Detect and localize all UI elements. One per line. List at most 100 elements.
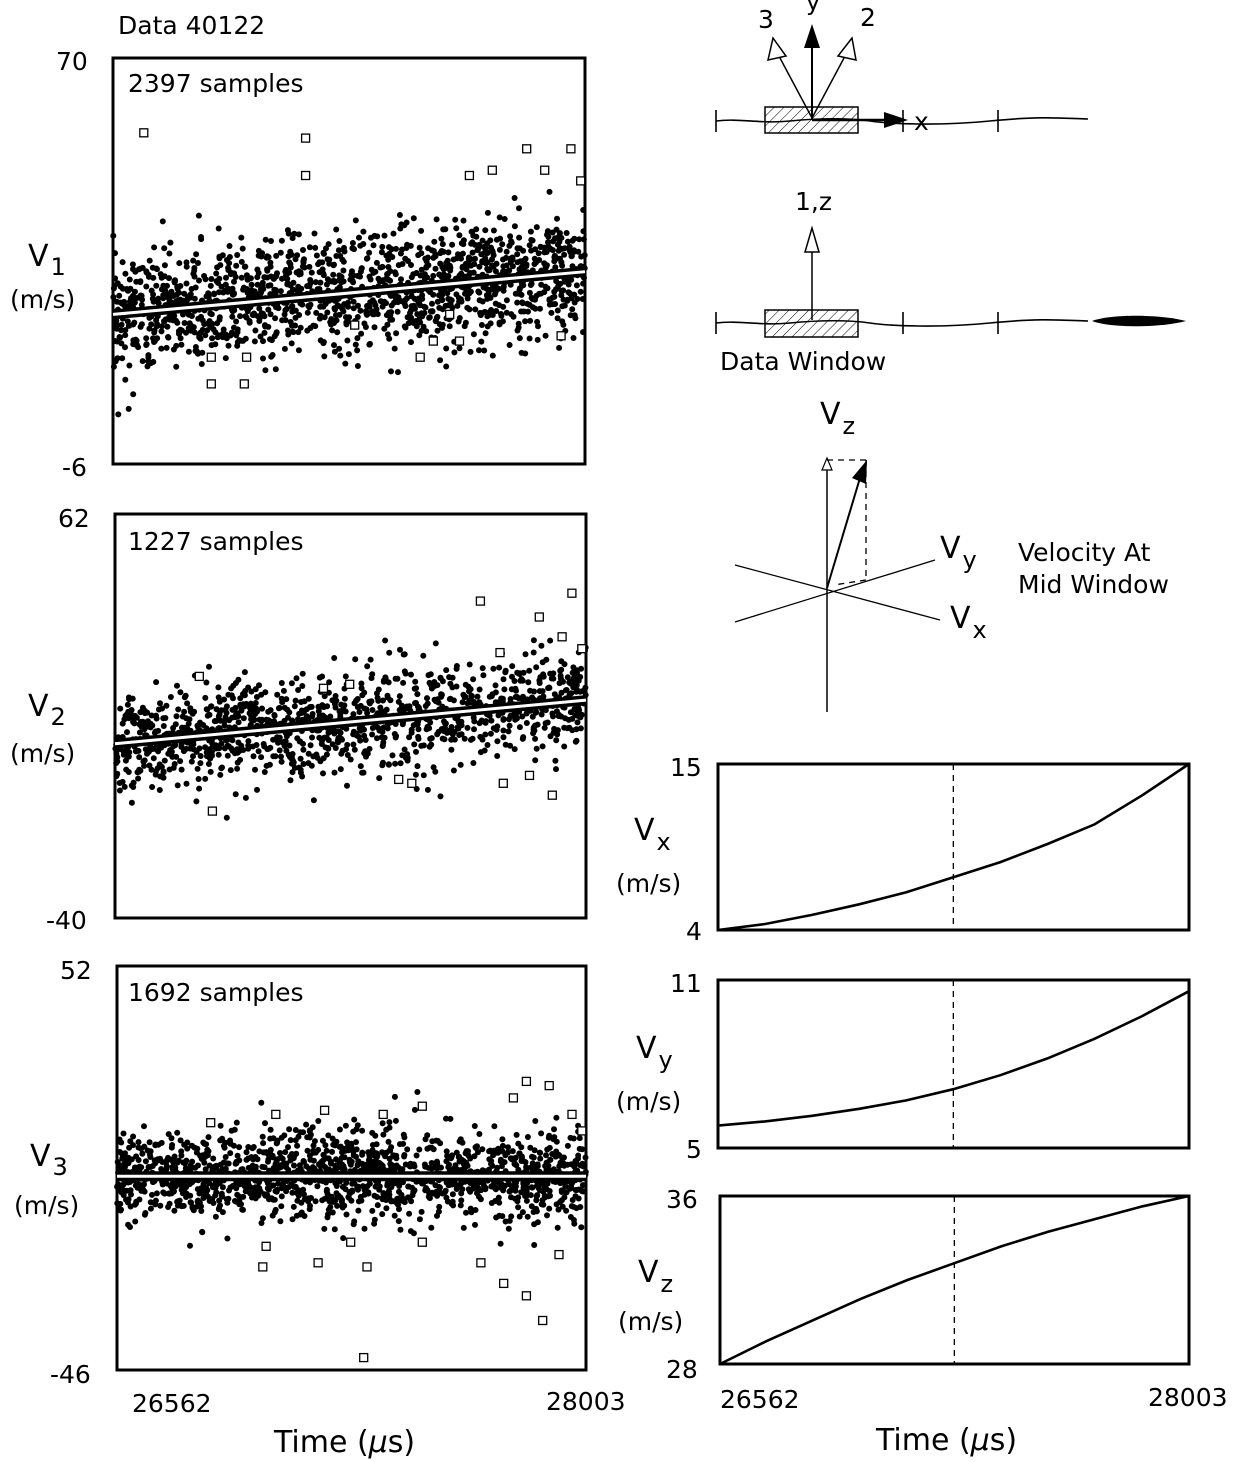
data-point bbox=[135, 1139, 142, 1146]
data-point bbox=[574, 712, 581, 719]
data-point bbox=[554, 255, 561, 262]
data-point bbox=[537, 243, 544, 250]
data-point bbox=[476, 699, 483, 706]
data-point bbox=[499, 241, 506, 248]
data-point bbox=[353, 697, 360, 704]
data-point bbox=[183, 259, 190, 266]
data-point bbox=[578, 665, 585, 672]
data-point bbox=[537, 1155, 544, 1162]
data-point bbox=[237, 313, 244, 320]
data-point bbox=[259, 716, 266, 723]
data-point bbox=[190, 753, 196, 760]
data-point bbox=[501, 216, 508, 222]
data-point bbox=[194, 1145, 201, 1152]
data-point bbox=[171, 1207, 178, 1214]
data-point bbox=[455, 318, 462, 325]
data-point bbox=[228, 685, 235, 692]
data-point bbox=[432, 1164, 439, 1171]
data-point bbox=[427, 671, 434, 678]
outlier-point bbox=[428, 336, 438, 346]
data-point bbox=[242, 313, 249, 320]
data-point bbox=[154, 1156, 161, 1163]
data-point bbox=[438, 235, 445, 242]
data-point bbox=[466, 697, 473, 704]
data-point bbox=[538, 642, 545, 649]
data-point bbox=[526, 301, 533, 308]
panel-v1-fit-line bbox=[112, 266, 586, 320]
data-point bbox=[578, 1224, 585, 1231]
data-point bbox=[349, 1180, 356, 1187]
data-point bbox=[192, 284, 199, 291]
data-point bbox=[559, 318, 566, 325]
data-point bbox=[229, 313, 236, 320]
data-point bbox=[448, 746, 455, 753]
data-point bbox=[378, 734, 385, 741]
data-point bbox=[390, 230, 397, 237]
data-point bbox=[207, 703, 214, 710]
data-point bbox=[518, 349, 525, 356]
data-point bbox=[143, 335, 150, 342]
data-point bbox=[384, 321, 391, 328]
data-point bbox=[544, 1212, 550, 1219]
data-point bbox=[523, 1197, 530, 1204]
data-point bbox=[434, 1137, 441, 1144]
data-point bbox=[131, 720, 138, 727]
data-point bbox=[264, 1185, 271, 1192]
data-point bbox=[512, 1183, 519, 1190]
data-point bbox=[222, 355, 229, 362]
data-point bbox=[252, 327, 259, 334]
right-xtick-end: 28003 bbox=[1148, 1383, 1228, 1412]
outlier-point bbox=[454, 336, 465, 346]
data-point bbox=[386, 1155, 393, 1162]
data-point bbox=[467, 288, 474, 295]
data-point bbox=[298, 699, 305, 705]
data-point bbox=[428, 1160, 435, 1166]
data-point bbox=[497, 1158, 504, 1165]
data-point bbox=[358, 265, 365, 272]
data-point bbox=[562, 1183, 569, 1190]
data-point bbox=[184, 1145, 191, 1152]
data-point bbox=[336, 1126, 343, 1133]
data-point bbox=[238, 234, 245, 241]
data-point bbox=[231, 1198, 238, 1204]
data-point bbox=[444, 273, 451, 280]
data-point bbox=[543, 249, 550, 255]
data-point bbox=[342, 1147, 349, 1154]
data-point bbox=[347, 1161, 354, 1168]
data-point bbox=[522, 1193, 529, 1199]
data-point bbox=[551, 288, 558, 295]
data-point bbox=[514, 1198, 521, 1205]
data-point bbox=[196, 1190, 203, 1197]
data-point bbox=[211, 291, 218, 298]
data-point bbox=[534, 1163, 541, 1170]
data-point bbox=[256, 1148, 263, 1155]
data-point bbox=[121, 302, 128, 309]
data-point bbox=[438, 726, 445, 733]
data-point bbox=[267, 311, 274, 318]
data-point bbox=[295, 687, 302, 693]
data-point bbox=[537, 1149, 544, 1156]
data-point bbox=[422, 703, 429, 709]
data-point bbox=[416, 244, 423, 251]
data-point bbox=[488, 244, 494, 251]
data-point bbox=[556, 680, 563, 687]
outlier-point bbox=[577, 644, 587, 654]
data-point bbox=[423, 263, 430, 270]
data-point bbox=[453, 1186, 460, 1192]
data-point bbox=[134, 342, 140, 348]
data-point bbox=[371, 232, 378, 239]
data-point bbox=[459, 699, 466, 706]
panel-vy: 11 5 Vy (m/s) bbox=[616, 969, 1191, 1164]
data-point bbox=[278, 758, 285, 765]
data-point bbox=[502, 1218, 509, 1225]
data-point bbox=[516, 205, 522, 212]
data-point bbox=[472, 1207, 479, 1213]
data-point bbox=[478, 322, 485, 328]
beam-2-line bbox=[811, 57, 845, 119]
data-point bbox=[226, 260, 233, 267]
data-point bbox=[114, 754, 121, 761]
data-point bbox=[432, 265, 439, 272]
data-point bbox=[503, 297, 510, 304]
data-point bbox=[133, 1153, 140, 1160]
data-point bbox=[237, 756, 244, 763]
